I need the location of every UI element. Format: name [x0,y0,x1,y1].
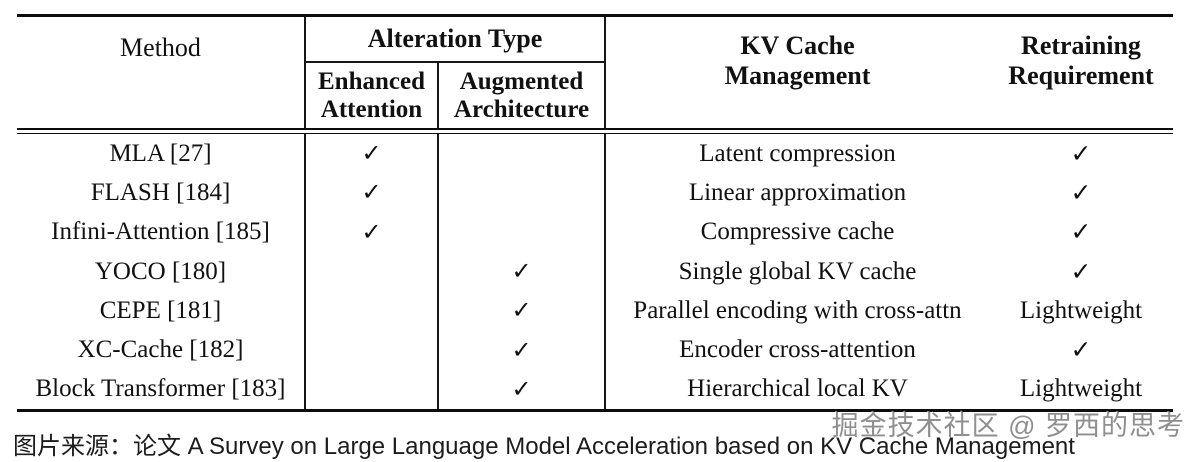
enhanced-attention-checkmark-cell: ✓ [306,212,439,252]
table-top-rule [17,14,1173,17]
method-cell: XC-Cache [182] [17,330,306,370]
augmented-architecture-checkmark-cell [439,173,606,213]
method-cell: YOCO [180] [17,251,306,292]
kv-cache-management-cell: Compressive cache [700,218,895,246]
table-body: MLA [27] ✓ Latent compression ✓ FLASH [1… [17,134,1173,410]
retraining-requirement-cell: ✓ [1070,179,1092,207]
method-cell: FLASH [184] [17,173,306,213]
header-alteration-type-group: Alteration Type Enhanced Attention Augme… [306,17,606,128]
header-augmented-architecture: Augmented Architecture [453,67,590,123]
header-retraining-requirement-label: Retraining Requirement [1008,31,1154,90]
enhanced-attention-checkmark-cell [306,369,439,410]
retraining-requirement-cell: ✓ [1070,219,1092,247]
table-row: MLA [27] ✓ Latent compression ✓ [17,134,1173,174]
enhanced-attention-checkmark-cell: ✓ [306,173,439,213]
method-cell: MLA [27] [17,134,306,174]
kv-cache-management-cell: Parallel encoding with cross-attn [633,296,962,324]
retraining-requirement-cell: ✓ [1070,258,1092,286]
enhanced-attention-checkmark-cell [306,251,439,292]
enhanced-attention-checkmark-cell [306,330,439,370]
retraining-requirement-cell: ✓ [1070,140,1092,168]
image-source-caption: 图片来源：论文 A Survey on Large Language Model… [13,433,1075,460]
retraining-requirement-cell: ✓ [1070,337,1092,365]
augmented-architecture-checkmark-cell: ✓ [439,330,606,370]
augmented-architecture-checkmark-cell: ✓ [439,369,606,410]
kv-cache-management-cell: Linear approximation [688,178,907,206]
enhanced-attention-checkmark-cell [306,291,439,331]
augmented-architecture-checkmark-cell [439,212,606,252]
header-body-double-rule [17,128,1173,134]
header-method: Method [17,17,306,128]
kv-cache-management-cell: Hierarchical local KV [687,375,908,403]
enhanced-attention-checkmark-cell: ✓ [306,134,439,174]
table-bottom-rule [17,409,1173,413]
header-enhanced-attention: Enhanced Attention [306,63,439,128]
table-row: YOCO [180] ✓ Single global KV cache ✓ [17,251,1173,292]
table-row: FLASH [184] ✓ Linear approximation ✓ [17,173,1173,213]
kv-cache-management-cell: Latent compression [699,139,896,167]
method-cell: Infini-Attention [185] [17,212,306,252]
table-row: Infini-Attention [185] ✓ Compressive cac… [17,212,1173,252]
augmented-architecture-checkmark-cell [439,134,606,174]
kv-cache-management-cell: Encoder cross-attention [679,336,916,364]
paper-table: Method Alteration Type Enhanced Attentio… [17,14,1173,413]
table-row: XC-Cache [182] ✓ Encoder cross-attention… [17,330,1173,370]
table-row: CEPE [181] ✓ Parallel encoding with cros… [17,291,1173,331]
retraining-requirement-cell: Lightweight [1019,375,1143,403]
table-row: Block Transformer [183] ✓ Hierarchical l… [17,369,1173,410]
method-cell: Block Transformer [183] [17,369,306,410]
kv-cache-management-cell: Single global KV cache [678,257,917,285]
alteration-subheaders: Enhanced Attention Augmented Architectur… [306,63,604,128]
header-kv-cache-management-label: KV Cache Management [724,31,871,90]
retraining-requirement-cell: Lightweight [1019,296,1143,324]
augmented-architecture-checkmark-cell: ✓ [439,251,606,292]
header-retraining-requirement: Retraining Requirement [989,17,1173,128]
table-header: Method Alteration Type Enhanced Attentio… [17,17,1173,128]
site-watermark: 掘金技术社区 @ 罗西的思考 [831,411,1185,441]
header-alteration-type: Alteration Type [306,17,604,63]
header-kv-cache-management: KV Cache Management [606,17,989,128]
augmented-architecture-checkmark-cell: ✓ [439,291,606,331]
method-cell: CEPE [181] [17,291,306,331]
